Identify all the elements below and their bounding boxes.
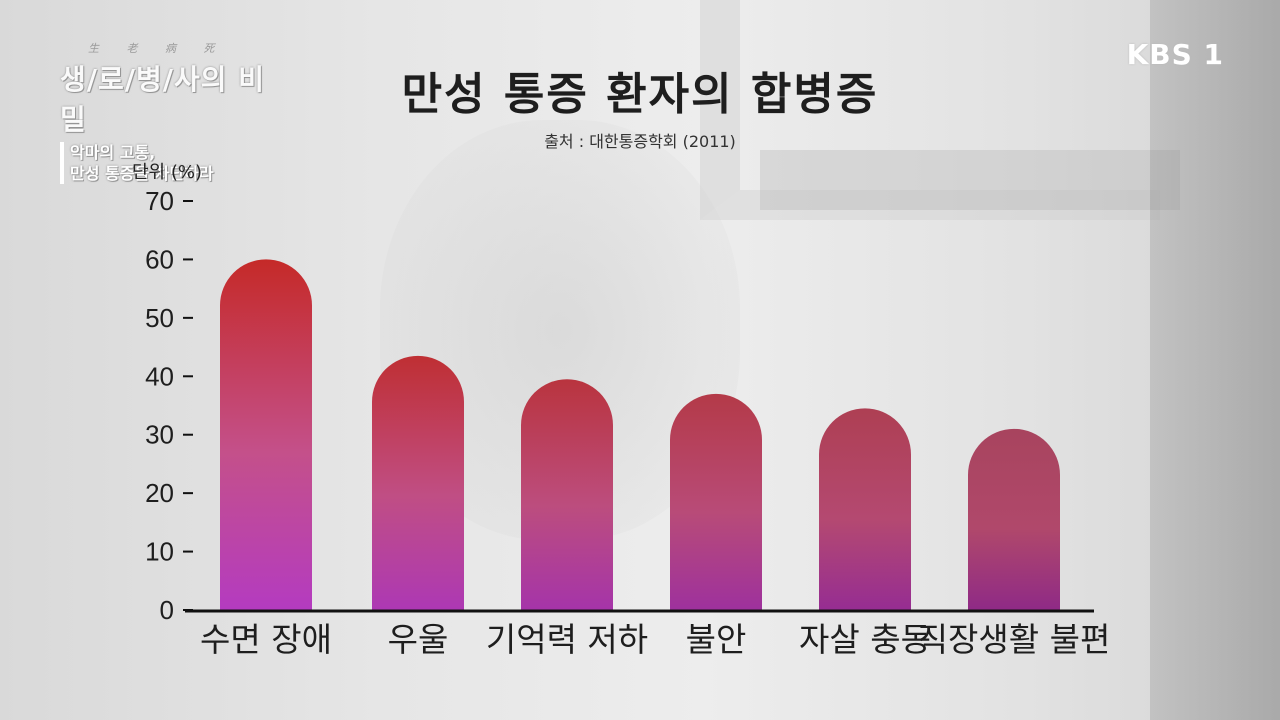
bar — [819, 408, 911, 610]
y-tick-label: 0 — [160, 595, 174, 625]
program-logo-title: 생/로/병/사의 비밀 — [60, 63, 265, 136]
program-logo: 生 老 病 死 생/로/병/사의 비밀 악마의 고통, 만성 통증을 차단하라 — [60, 40, 280, 184]
y-tick-label: 50 — [145, 303, 174, 333]
episode-title: 악마의 고통, 만성 통증을 차단하라 — [60, 142, 280, 184]
y-tick-label: 40 — [145, 361, 174, 391]
y-tick-label: 60 — [145, 244, 174, 274]
x-tick-label: 직장생활 불편 — [918, 620, 1111, 659]
chart-title: 만성 통증 환자의 합병증 — [401, 69, 879, 120]
broadcaster-logo: KBS 1 — [1126, 38, 1224, 71]
x-tick-label: 수면 장애 — [200, 620, 332, 659]
x-tick-label: 기억력 저하 — [486, 620, 648, 659]
x-tick-label: 우울 — [388, 620, 449, 659]
bar — [521, 379, 613, 610]
bar — [372, 355, 465, 610]
y-tick-label: 10 — [145, 537, 174, 567]
y-tick-label: 30 — [145, 420, 174, 450]
x-tick-label: 자살 충동 — [799, 620, 931, 659]
x-tick-label: 불안 — [686, 620, 747, 659]
bar — [220, 259, 312, 610]
chart-source: 출처 : 대한통증학회 (2011) — [544, 132, 736, 151]
episode-title-line1: 악마의 고통, — [70, 143, 156, 162]
y-tick-label: 20 — [145, 478, 174, 508]
y-tick-label: 70 — [145, 186, 174, 216]
y-axis-unit-label: 단위 (%) — [132, 162, 202, 183]
program-logo-hanja: 生 老 病 死 — [88, 42, 227, 55]
bar — [670, 393, 762, 610]
bar — [968, 428, 1060, 610]
episode-title-line2: 만성 통증을 차단하라 — [70, 164, 214, 183]
